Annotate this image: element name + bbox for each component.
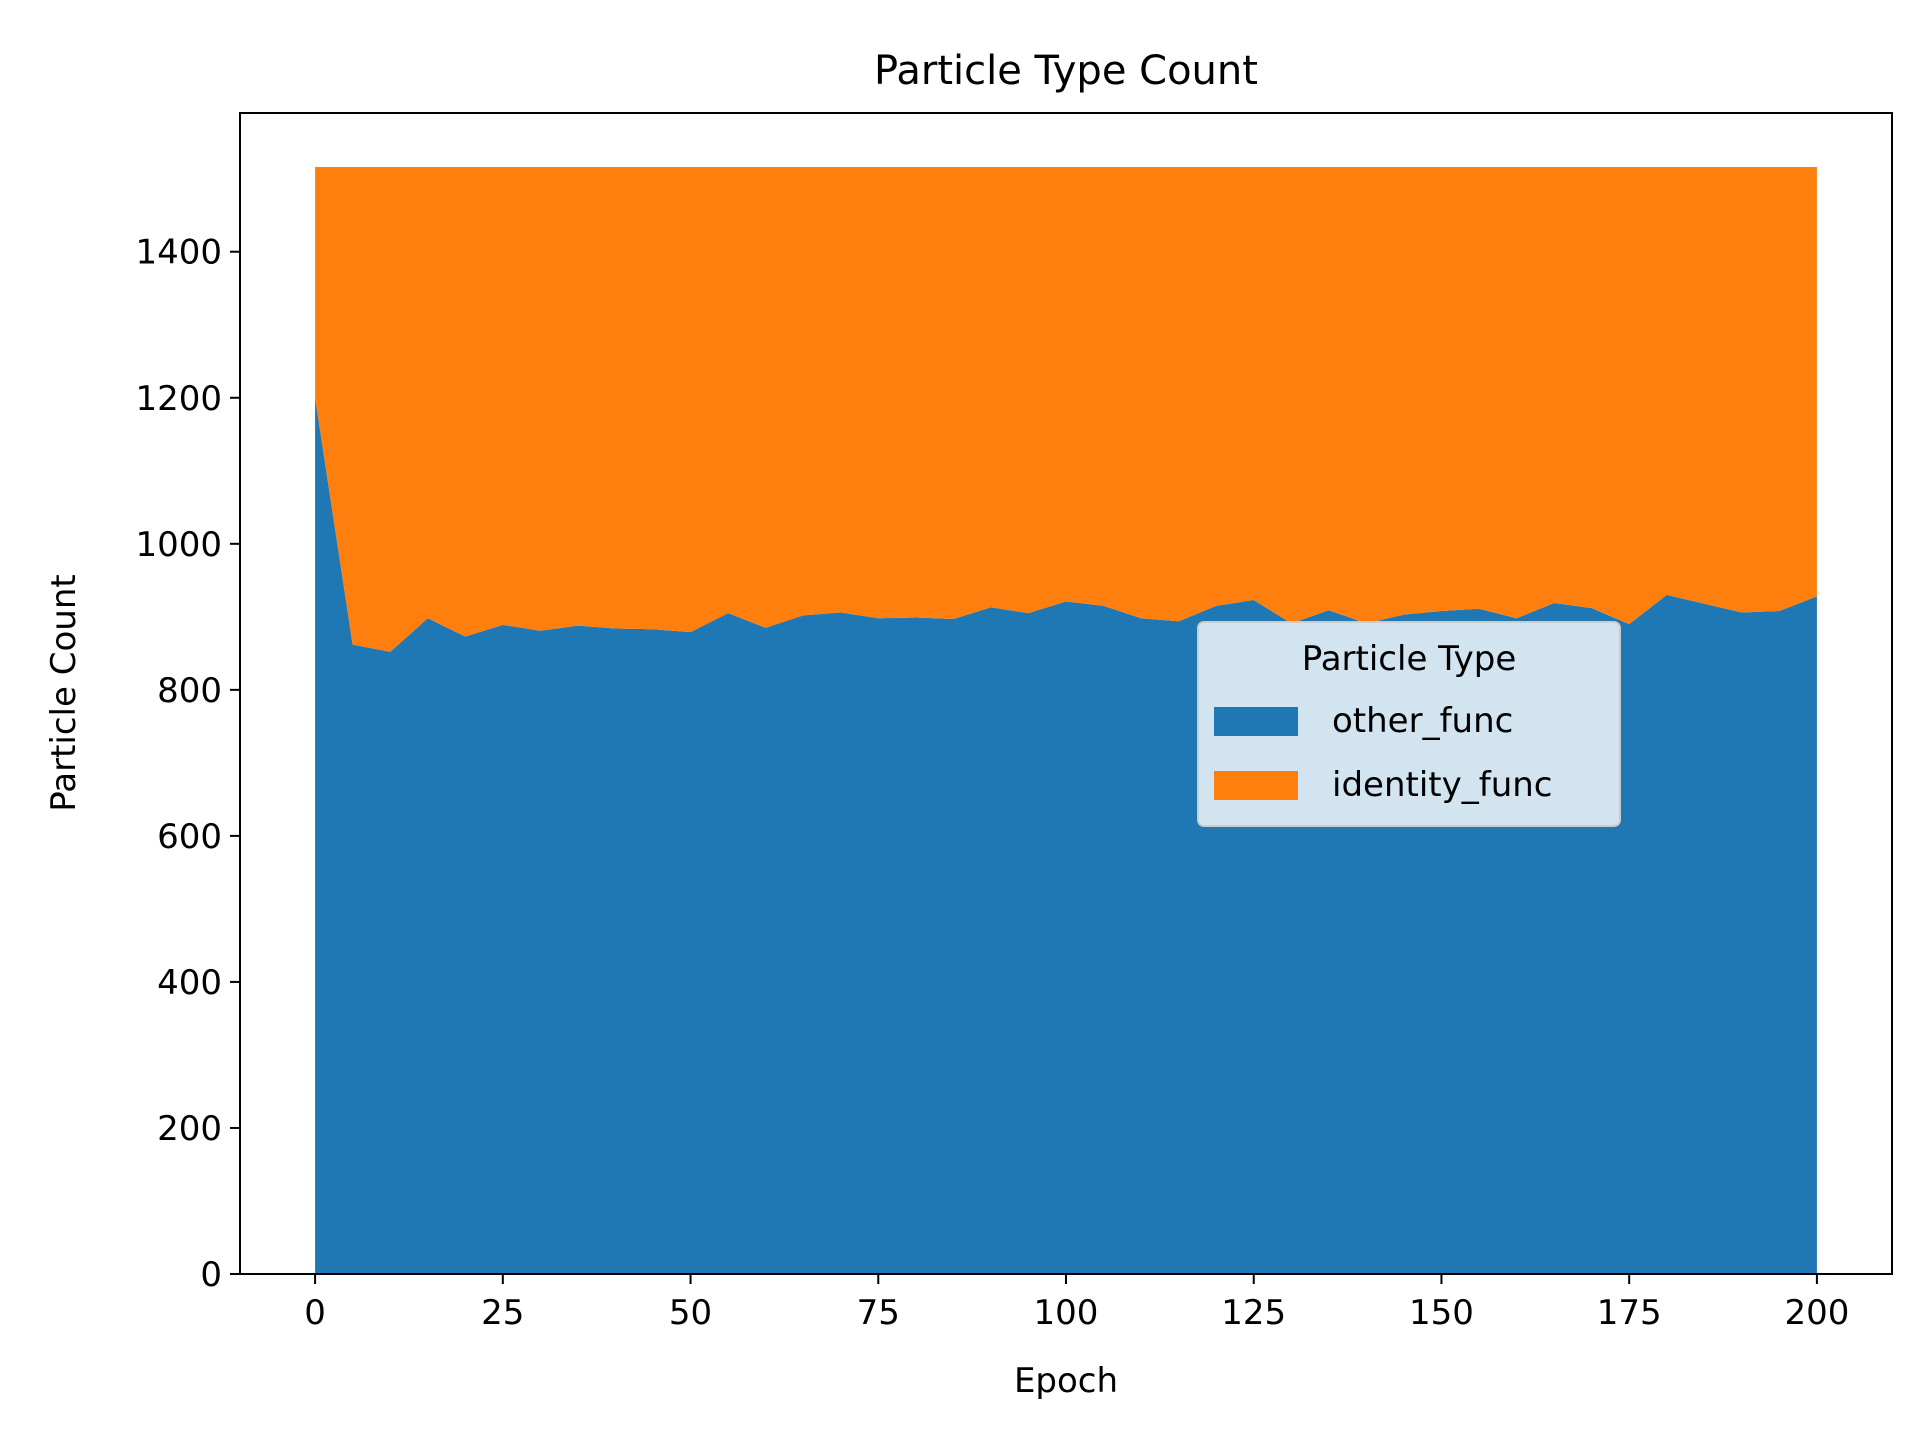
y-tick-label: 0 bbox=[200, 1255, 222, 1295]
area-layers bbox=[315, 167, 1817, 1274]
y-tick-label: 400 bbox=[157, 963, 222, 1003]
x-tick-label: 125 bbox=[1221, 1293, 1286, 1333]
legend-box bbox=[1197, 621, 1621, 827]
y-axis-ticks: 0 200 400 600 800 1000 1200 1400 bbox=[135, 233, 240, 1295]
x-tick-label: 75 bbox=[857, 1293, 900, 1333]
chart-title: Particle Type Count bbox=[874, 48, 1258, 94]
x-tick-label: 100 bbox=[1034, 1293, 1099, 1333]
area-other-func bbox=[315, 397, 1817, 1274]
y-axis-label: Particle Count bbox=[44, 574, 84, 811]
x-tick-label: 150 bbox=[1409, 1293, 1474, 1333]
y-tick-label: 1400 bbox=[135, 233, 222, 273]
legend-title: Particle Type bbox=[1302, 639, 1517, 679]
y-tick-label: 800 bbox=[157, 671, 222, 711]
x-tick-label: 25 bbox=[481, 1293, 524, 1333]
legend: Particle Type other_func identity_func bbox=[1197, 621, 1621, 827]
legend-swatch-identity-func bbox=[1214, 771, 1298, 800]
x-tick-label: 0 bbox=[304, 1293, 326, 1333]
x-tick-label: 200 bbox=[1784, 1293, 1849, 1333]
legend-label-other-func: other_func bbox=[1332, 701, 1513, 741]
y-tick-label: 200 bbox=[157, 1109, 222, 1149]
x-axis-ticks: 0 25 50 75 100 125 150 175 200 bbox=[304, 1274, 1849, 1333]
legend-label-identity-func: identity_func bbox=[1332, 765, 1553, 805]
area-identity-func bbox=[315, 167, 1817, 652]
x-axis-label: Epoch bbox=[1014, 1361, 1118, 1401]
y-tick-label: 600 bbox=[157, 817, 222, 857]
x-tick-label: 50 bbox=[669, 1293, 712, 1333]
x-tick-label: 175 bbox=[1597, 1293, 1662, 1333]
y-tick-label: 1000 bbox=[135, 525, 222, 565]
legend-swatch-other-func bbox=[1214, 707, 1298, 736]
y-tick-label: 1200 bbox=[135, 379, 222, 419]
